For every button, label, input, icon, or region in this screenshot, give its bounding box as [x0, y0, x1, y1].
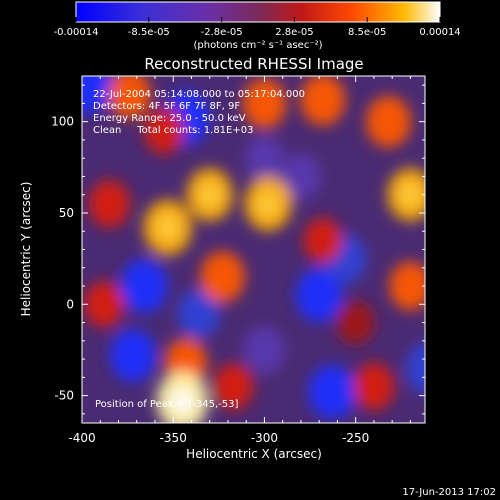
emission-core: [400, 183, 421, 207]
emission-core: [257, 192, 279, 216]
y-tick-label: 0: [66, 297, 74, 311]
colorbar-tick-label: -8.5e-05: [128, 27, 170, 38]
emission-blob: [108, 76, 151, 119]
emission-blob: [353, 362, 395, 411]
heatmap-area: [82, 76, 425, 423]
colorbar-tick-labels: -0.00014 -8.5e-05 -2.8e-05 2.8e-05 8.5e-05 0.…: [54, 27, 461, 38]
negative-blob: [120, 258, 168, 314]
x-tick-label: -250: [342, 431, 369, 445]
negative-blob: [308, 364, 356, 420]
emission-blob: [366, 95, 411, 148]
negative-blob: [245, 135, 284, 181]
negative-blob: [177, 289, 220, 338]
annotation-block: 22-Jul-2004 05:14:08.000 to 05:17:04.000…: [93, 89, 305, 136]
y-tick-label: 100: [51, 115, 74, 129]
emission-blob: [389, 261, 425, 311]
emission-blob: [300, 76, 346, 126]
timestamp: 17-Jun-2013 17:02: [402, 487, 496, 498]
y-axis-label: Heliocentric Y (arcsec): [19, 182, 33, 317]
y-tick-label: -50: [54, 389, 74, 403]
emission-blob: [242, 78, 287, 129]
emission-blob: [303, 218, 343, 263]
negative-blob: [280, 153, 321, 200]
colorbar-frame: [75, 1, 441, 23]
x-tick-label: -400: [68, 431, 95, 445]
annotation-time-range: 22-Jul-2004 05:14:08.000 to 05:17:04.000: [93, 89, 305, 100]
x-axis-label: Heliocentric X (arcsec): [186, 447, 322, 461]
colorbar-tick-label: -0.00014: [54, 27, 99, 38]
y-axis-ticks: -50 0 50 100: [51, 84, 425, 415]
colorbar-tick-label: 0.00014: [419, 27, 460, 38]
emission-core: [199, 183, 221, 207]
plot-title: Reconstructed RHESSI Image: [144, 55, 363, 73]
x-tick-label: -350: [160, 431, 187, 445]
negative-blob: [243, 326, 286, 374]
negative-blob: [82, 76, 113, 114]
emission-blob: [88, 180, 130, 228]
colorbar-tick-label: 8.5e-05: [348, 27, 386, 38]
colorbar-tick-label: -2.8e-05: [201, 27, 243, 38]
emission-blob: [144, 107, 185, 154]
emission-blob: [83, 281, 124, 328]
negative-blob: [406, 342, 425, 394]
colorbar: [76, 2, 440, 22]
peak-position-label: Position of Peak = [-345,-53]: [95, 399, 239, 410]
emission-blob: [200, 251, 245, 303]
negative-blob: [110, 328, 157, 382]
emission-blob: [336, 300, 375, 345]
colorbar-ticks: [75, 17, 441, 22]
heatmap-blobs: [82, 76, 425, 423]
negative-blob: [295, 268, 343, 323]
annotation-clean-counts: Clean Total counts: 1.81E+03: [93, 125, 253, 136]
emission-core: [156, 215, 179, 240]
colorbar-tick-label: 2.8e-05: [275, 27, 313, 38]
annotation-energy-range: Energy Range: 25.0 - 50.0 keV: [93, 113, 246, 124]
emission-blob: [213, 363, 254, 410]
x-tick-label: -300: [251, 431, 278, 445]
colorbar-units-label: (photons cm⁻² s⁻¹ asec⁻²): [193, 40, 322, 51]
x-axis-ticks: -400 -350 -300 -250: [68, 76, 411, 445]
y-tick-label: 50: [59, 206, 74, 220]
emission-core: [170, 388, 195, 415]
annotation-detectors: Detectors: 4F 5F 6F 7F 8F, 9F: [93, 101, 240, 112]
